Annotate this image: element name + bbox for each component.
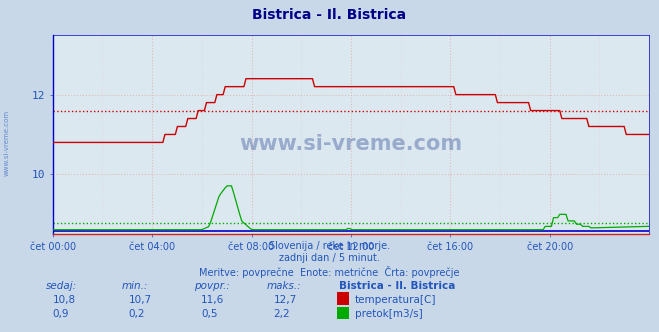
Text: Meritve: povprečne  Enote: metrične  Črta: povprečje: Meritve: povprečne Enote: metrične Črta:… <box>199 266 460 278</box>
Text: povpr.:: povpr.: <box>194 281 230 290</box>
Text: Bistrica - Il. Bistrica: Bistrica - Il. Bistrica <box>252 8 407 22</box>
Text: 10,7: 10,7 <box>129 295 152 305</box>
Text: min.:: min.: <box>122 281 148 290</box>
Text: www.si-vreme.com: www.si-vreme.com <box>4 110 10 176</box>
Text: 10,8: 10,8 <box>53 295 76 305</box>
Text: www.si-vreme.com: www.si-vreme.com <box>239 134 463 154</box>
Text: 11,6: 11,6 <box>201 295 224 305</box>
Text: 0,2: 0,2 <box>129 309 145 319</box>
Text: 2,2: 2,2 <box>273 309 290 319</box>
Text: 12,7: 12,7 <box>273 295 297 305</box>
Text: 0,9: 0,9 <box>53 309 69 319</box>
Text: Slovenija / reke in morje.: Slovenija / reke in morje. <box>269 241 390 251</box>
Text: maks.:: maks.: <box>267 281 302 290</box>
Text: Bistrica - Il. Bistrica: Bistrica - Il. Bistrica <box>339 281 456 290</box>
Text: temperatura[C]: temperatura[C] <box>355 295 436 305</box>
Text: pretok[m3/s]: pretok[m3/s] <box>355 309 422 319</box>
Text: zadnji dan / 5 minut.: zadnji dan / 5 minut. <box>279 253 380 263</box>
Text: sedaj:: sedaj: <box>46 281 77 290</box>
Text: 0,5: 0,5 <box>201 309 217 319</box>
